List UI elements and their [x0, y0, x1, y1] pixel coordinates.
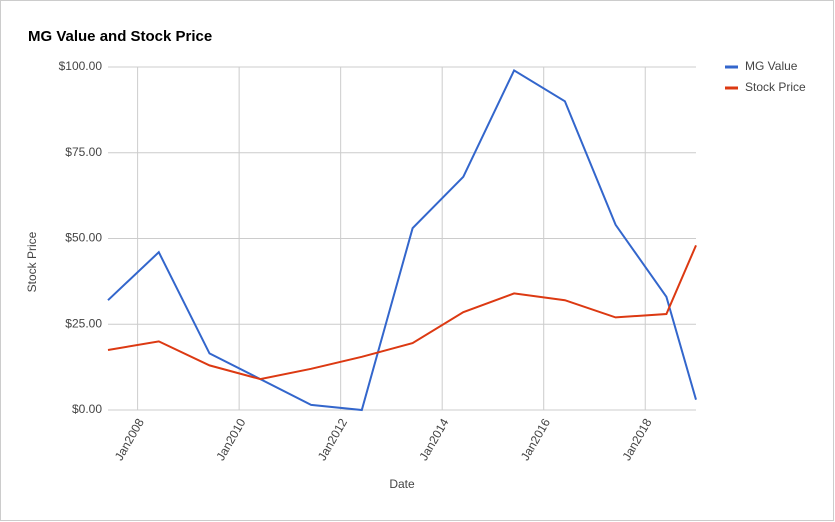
y-tick-label: $0.00	[72, 402, 102, 416]
legend-label: MG Value	[745, 59, 798, 73]
chart-title: MG Value and Stock Price	[28, 28, 212, 45]
y-tick-label: $100.00	[59, 59, 103, 73]
y-axis-label: Stock Price	[25, 231, 39, 292]
x-axis-label: Date	[389, 477, 415, 491]
data-line	[107, 68, 697, 412]
legend-label: Stock Price	[745, 80, 806, 94]
y-tick-label: $50.00	[65, 231, 102, 245]
y-tick-label: $75.00	[65, 145, 102, 159]
y-tick-label: $25.00	[65, 316, 102, 330]
data-line	[107, 245, 697, 381]
